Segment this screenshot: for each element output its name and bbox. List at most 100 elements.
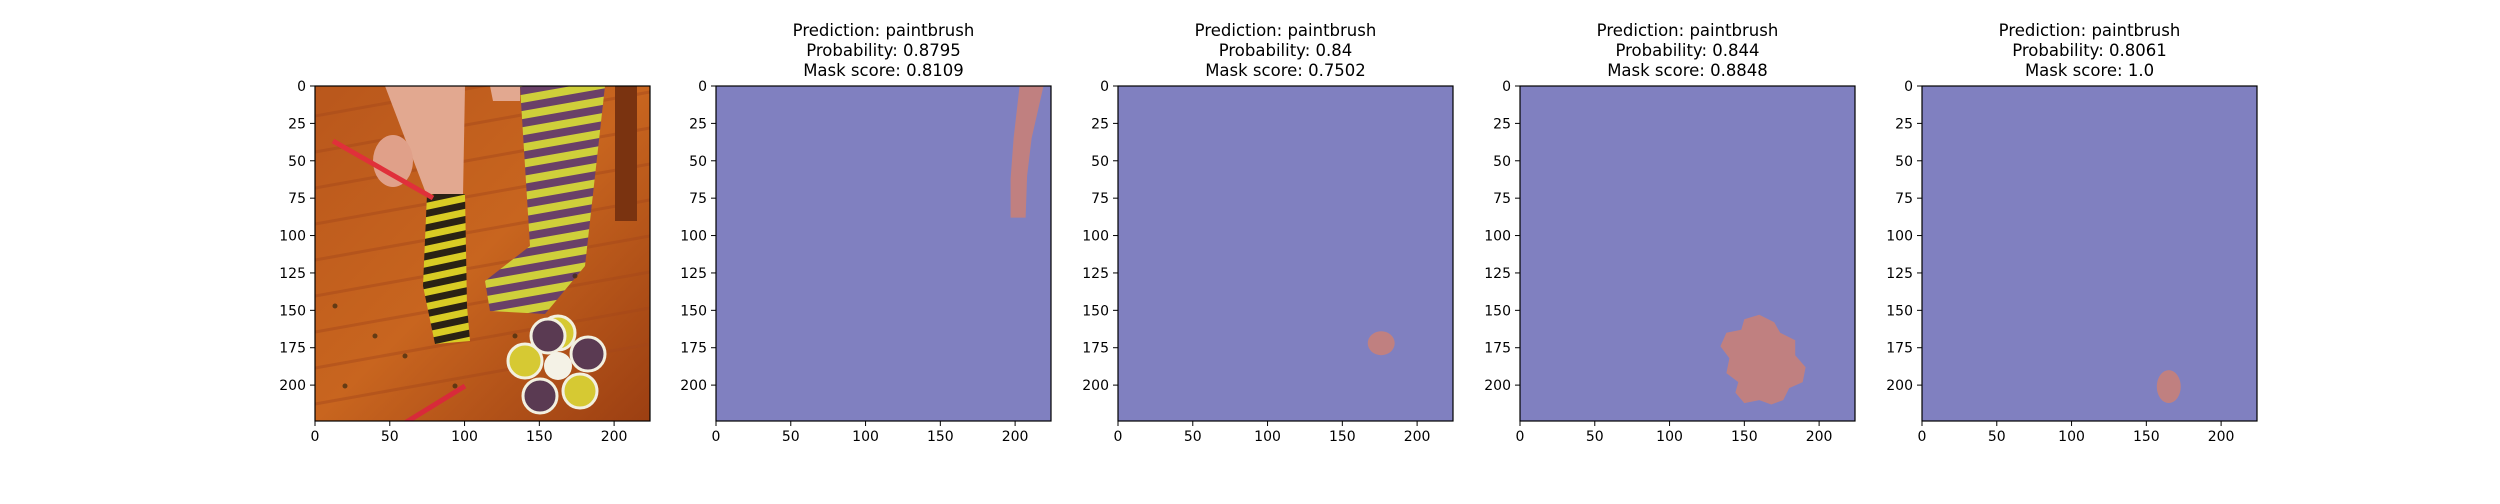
axes-frame bbox=[314, 85, 651, 422]
x-tick-label: 0 bbox=[1114, 429, 1123, 445]
x-tick-label: 100 bbox=[852, 429, 879, 445]
panel-title-line: Mask score: 0.7502 bbox=[1205, 61, 1366, 80]
panel-title-line: Prediction: paintbrush bbox=[1597, 21, 1779, 40]
y-tick-label: 25 bbox=[1493, 116, 1511, 132]
paintbrush bbox=[331, 138, 435, 201]
y-tick-label: 125 bbox=[680, 266, 707, 282]
panel-1-image bbox=[315, 86, 650, 421]
y-tick-label: 200 bbox=[1082, 378, 1109, 394]
x-tick-label: 0 bbox=[1918, 429, 1927, 445]
panel-title-line: Prediction: paintbrush bbox=[793, 21, 975, 40]
y-tick-label: 150 bbox=[1886, 303, 1913, 319]
x-tick-label: 100 bbox=[1656, 429, 1683, 445]
mask-region bbox=[1367, 331, 1395, 356]
panel-3: 0 50 100 150 200 0 25 50 75 100 125 150 175 200 Predic… bbox=[1082, 21, 1454, 445]
y-tick-label: 75 bbox=[1493, 191, 1511, 207]
x-tick-label: 150 bbox=[927, 429, 954, 445]
palette-well bbox=[561, 372, 599, 410]
panel-4: 0 50 100 150 200 0 25 50 75 100 125 150 175 200 Predic… bbox=[1484, 21, 1856, 445]
y-tick-label: 100 bbox=[279, 229, 306, 245]
x-tick-label: 200 bbox=[2208, 429, 2235, 445]
y-tick-label: 150 bbox=[279, 303, 306, 319]
y-tick-label: 200 bbox=[680, 378, 707, 394]
y-tick-label: 175 bbox=[279, 341, 306, 357]
y-tick-label: 100 bbox=[1886, 229, 1913, 245]
x-tick-label: 0 bbox=[311, 429, 320, 445]
y-tick-label: 75 bbox=[288, 191, 306, 207]
mask-region bbox=[1010, 86, 1044, 218]
y-tick-label: 125 bbox=[1484, 266, 1511, 282]
y-tick-label: 75 bbox=[1895, 191, 1913, 207]
y-tick-label: 125 bbox=[1082, 266, 1109, 282]
x-tick-label: 200 bbox=[601, 429, 628, 445]
y-tick-label: 100 bbox=[1082, 229, 1109, 245]
y-tick-label: 0 bbox=[1904, 79, 1913, 95]
x-tick-label: 150 bbox=[1731, 429, 1758, 445]
paintbrush-2 bbox=[403, 383, 467, 421]
y-tick-label: 200 bbox=[1484, 378, 1511, 394]
mask-region bbox=[2156, 370, 2181, 404]
panel-4-image bbox=[1520, 86, 1855, 421]
x-tick-label: 100 bbox=[2058, 429, 2085, 445]
mask-background bbox=[1118, 86, 1453, 421]
y-tick-label: 175 bbox=[680, 341, 707, 357]
panel-title-line: Mask score: 0.8848 bbox=[1607, 61, 1768, 80]
y-tick-label: 0 bbox=[297, 79, 306, 95]
panel-2: 0 50 100 150 200 0 25 50 75 100 125 150 175 200 Predic… bbox=[680, 21, 1052, 445]
panel-5: 0 50 100 150 200 0 25 50 75 100 125 150 175 200 Predic… bbox=[1886, 21, 2258, 445]
panel-title-line: Prediction: paintbrush bbox=[1999, 21, 2181, 40]
y-tick-label: 50 bbox=[288, 154, 306, 170]
y-tick-label: 50 bbox=[1091, 154, 1109, 170]
y-tick-label: 0 bbox=[1100, 79, 1109, 95]
x-tick-label: 150 bbox=[526, 429, 553, 445]
x-tick-label: 150 bbox=[1329, 429, 1356, 445]
y-tick-label: 125 bbox=[279, 266, 306, 282]
y-tick-label: 150 bbox=[1082, 303, 1109, 319]
y-tick-label: 25 bbox=[1091, 116, 1109, 132]
axes-frame bbox=[715, 85, 1052, 422]
axes-frame bbox=[1921, 85, 2258, 422]
panel-title-line: Prediction: paintbrush bbox=[1195, 21, 1377, 40]
x-tick-label: 50 bbox=[1988, 429, 2006, 445]
chair-leg bbox=[615, 86, 637, 221]
y-tick-label: 150 bbox=[1484, 303, 1511, 319]
panel-title-line: Probability: 0.8795 bbox=[806, 41, 961, 60]
y-tick-label: 25 bbox=[689, 116, 707, 132]
x-tick-label: 50 bbox=[1586, 429, 1604, 445]
panel-1: 0 50 100 150 200 0 25 50 75 100 125 150 175 200 bbox=[279, 79, 651, 445]
y-tick-label: 125 bbox=[1886, 266, 1913, 282]
x-tick-label: 0 bbox=[1516, 429, 1525, 445]
mask-region bbox=[1720, 314, 1806, 405]
left-sock bbox=[423, 194, 470, 344]
palette-well bbox=[569, 335, 607, 373]
palette-well bbox=[506, 342, 544, 380]
axes-frame bbox=[1519, 85, 1856, 422]
x-tick-label: 200 bbox=[1404, 429, 1431, 445]
y-tick-label: 175 bbox=[1082, 341, 1109, 357]
y-tick-label: 50 bbox=[1493, 154, 1511, 170]
y-tick-label: 100 bbox=[1484, 229, 1511, 245]
hand bbox=[373, 135, 413, 187]
y-tick-label: 0 bbox=[698, 79, 707, 95]
axes-frame bbox=[1117, 85, 1454, 422]
y-tick-label: 50 bbox=[689, 154, 707, 170]
panel-title-line: Probability: 0.844 bbox=[1615, 41, 1759, 60]
y-tick-label: 200 bbox=[1886, 378, 1913, 394]
x-tick-label: 50 bbox=[782, 429, 800, 445]
y-tick-label: 200 bbox=[279, 378, 306, 394]
panel-5-image bbox=[1922, 86, 2257, 421]
palette-well bbox=[521, 377, 559, 415]
panel-2-image bbox=[716, 86, 1051, 421]
y-tick-label: 150 bbox=[680, 303, 707, 319]
panel-title-line: Mask score: 1.0 bbox=[2025, 61, 2154, 80]
panel-title-line: Mask score: 0.8109 bbox=[803, 61, 964, 80]
panel-title-line: Probability: 0.84 bbox=[1219, 41, 1353, 60]
y-tick-label: 25 bbox=[1895, 116, 1913, 132]
x-tick-label: 100 bbox=[1254, 429, 1281, 445]
y-tick-label: 175 bbox=[1484, 341, 1511, 357]
mask-background bbox=[1922, 86, 2257, 421]
palette-well bbox=[529, 317, 567, 355]
x-tick-label: 50 bbox=[381, 429, 399, 445]
left-leg bbox=[385, 86, 465, 196]
